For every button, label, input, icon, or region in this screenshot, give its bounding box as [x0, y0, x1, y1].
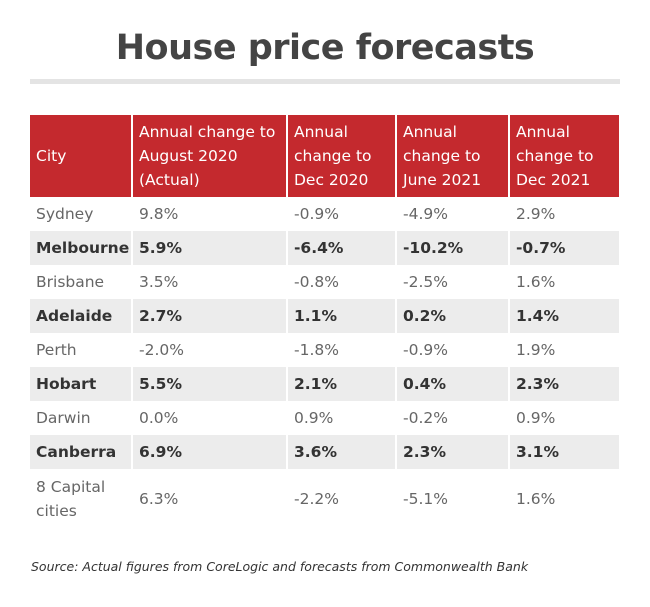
value-cell: 3.1%	[508, 435, 619, 469]
value-cell: 1.9%	[508, 333, 619, 367]
city-cell: Darwin	[36, 409, 91, 427]
city-cell: Canberra	[30, 435, 132, 469]
value-cell: -10.2%	[395, 231, 509, 265]
value-cell: -2.5%	[395, 265, 509, 299]
value-cell: -4.9%	[395, 197, 509, 231]
column-header: City	[30, 115, 132, 197]
value-cell: -0.7%	[508, 231, 619, 265]
value-cell: -0.9%	[286, 197, 396, 231]
value-cell: 3.5%	[131, 265, 287, 299]
value-cell: -2.2%	[286, 469, 396, 529]
value-cell: 0.0%	[131, 401, 287, 435]
city-cell: 8 Capital cities	[36, 478, 106, 520]
value-cell: -2.0%	[131, 333, 287, 367]
city-cell: Melbourne	[30, 231, 132, 265]
column-header: Annual change to Dec 2020	[286, 115, 396, 197]
value-cell: 3.6%	[286, 435, 396, 469]
value-cell: 1.6%	[508, 265, 619, 299]
source-note: Source: Actual figures from CoreLogic an…	[31, 559, 529, 574]
table-row: 8 Capital cities 6.3% -2.2% -5.1% 1.6%	[30, 469, 619, 529]
table-row: Melbourne 5.9% -6.4% -10.2% -0.7%	[30, 231, 619, 265]
value-cell: 1.6%	[508, 469, 619, 529]
value-cell: 1.1%	[286, 299, 396, 333]
value-cell: -0.8%	[286, 265, 396, 299]
value-cell: 0.2%	[395, 299, 509, 333]
city-cell: Perth	[36, 341, 77, 359]
value-cell: 2.3%	[508, 367, 619, 401]
table-row: Hobart 5.5% 2.1% 0.4% 2.3%	[30, 367, 619, 401]
header-row: City Annual change to August 2020 (Actual…	[30, 115, 619, 197]
value-cell: -5.1%	[395, 469, 509, 529]
table-row: Sydney 9.8% -0.9% -4.9% 2.9%	[30, 197, 619, 231]
value-cell: 6.9%	[131, 435, 287, 469]
table-row: Brisbane 3.5% -0.8% -2.5% 1.6%	[30, 265, 619, 299]
column-header: Annual change to Dec 2021	[508, 115, 619, 197]
value-cell: 6.3%	[131, 469, 287, 529]
table-row: Canberra 6.9% 3.6% 2.3% 3.1%	[30, 435, 619, 469]
page-title: House price forecasts	[115, 28, 535, 68]
value-cell: 5.9%	[131, 231, 287, 265]
value-cell: 2.7%	[131, 299, 287, 333]
value-cell: -6.4%	[286, 231, 396, 265]
table-row: Adelaide 2.7% 1.1% 0.2% 1.4%	[30, 299, 619, 333]
title-divider	[30, 79, 620, 84]
value-cell: 5.5%	[131, 367, 287, 401]
city-cell: Adelaide	[30, 299, 132, 333]
table-row: Perth -2.0% -1.8% -0.9% 1.9%	[30, 333, 619, 367]
value-cell: 0.9%	[508, 401, 619, 435]
value-cell: 1.4%	[508, 299, 619, 333]
column-header: Annual change to June 2021	[395, 115, 509, 197]
value-cell: -1.8%	[286, 333, 396, 367]
city-cell: Hobart	[30, 367, 132, 401]
column-header: Annual change to August 2020 (Actual)	[131, 115, 287, 197]
value-cell: -0.9%	[395, 333, 509, 367]
value-cell: 2.9%	[508, 197, 619, 231]
city-cell: Sydney	[36, 205, 94, 223]
value-cell: 0.9%	[286, 401, 396, 435]
value-cell: 0.4%	[395, 367, 509, 401]
value-cell: 9.8%	[131, 197, 287, 231]
value-cell: 2.3%	[395, 435, 509, 469]
table-row: Darwin 0.0% 0.9% -0.2% 0.9%	[30, 401, 619, 435]
value-cell: 2.1%	[286, 367, 396, 401]
forecast-table: City Annual change to August 2020 (Actual…	[30, 115, 619, 529]
city-cell: Brisbane	[36, 273, 105, 291]
value-cell: -0.2%	[395, 401, 509, 435]
